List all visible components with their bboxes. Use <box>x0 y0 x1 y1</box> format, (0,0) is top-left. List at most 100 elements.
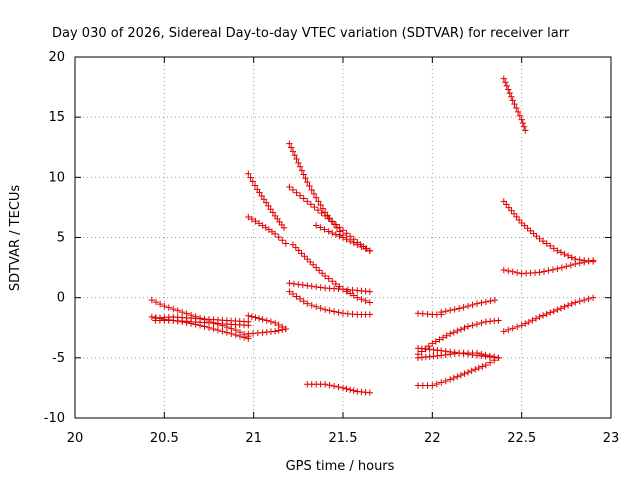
data-point <box>495 317 502 324</box>
data-point <box>329 229 336 237</box>
data-point <box>343 230 350 237</box>
data-point <box>568 300 575 308</box>
data-point <box>313 303 320 310</box>
data-point <box>564 252 572 259</box>
data-point <box>514 323 521 331</box>
data-point <box>543 310 550 318</box>
series-arc-23 <box>500 198 597 265</box>
data-point <box>313 222 320 229</box>
data-point <box>291 151 298 159</box>
data-point <box>433 380 440 388</box>
series-arc-25 <box>500 294 597 335</box>
y-tick-label: 15 <box>48 110 65 125</box>
data-point <box>301 253 308 260</box>
data-point <box>339 384 347 392</box>
data-point <box>432 338 440 345</box>
data-point <box>245 318 252 325</box>
data-point <box>509 325 516 332</box>
data-point <box>321 381 329 388</box>
data-point <box>339 234 347 241</box>
data-point <box>450 329 457 336</box>
data-point <box>514 108 522 116</box>
data-point <box>332 280 340 288</box>
data-point <box>558 264 566 271</box>
x-tick-label: 22 <box>424 431 441 446</box>
data-point <box>271 319 279 327</box>
data-point <box>475 364 482 372</box>
data-point <box>554 306 561 313</box>
data-point <box>240 334 248 341</box>
data-point <box>256 189 263 196</box>
data-point <box>500 266 507 274</box>
data-point <box>511 100 518 108</box>
data-point <box>336 228 344 235</box>
data-point <box>329 218 336 225</box>
data-point <box>210 325 217 333</box>
data-point <box>525 318 533 326</box>
data-point <box>482 361 490 369</box>
data-point <box>358 296 365 303</box>
data-point <box>321 272 329 280</box>
data-point <box>267 318 275 325</box>
data-point <box>514 269 521 276</box>
series-arc-13 <box>286 280 373 295</box>
data-point <box>279 323 286 331</box>
data-point <box>321 226 328 233</box>
data-point <box>251 182 259 189</box>
data-point <box>536 235 543 242</box>
data-point <box>547 242 554 250</box>
series-arc-11 <box>313 222 373 254</box>
data-point <box>513 104 520 112</box>
data-point <box>300 171 307 178</box>
data-point <box>479 363 486 370</box>
data-point <box>326 382 333 389</box>
data-point <box>567 261 574 269</box>
data-point <box>148 296 156 304</box>
data-point <box>464 302 472 310</box>
y-tick-label: 5 <box>57 231 65 246</box>
data-point <box>275 321 282 329</box>
data-point <box>317 284 324 291</box>
data-point <box>457 371 465 379</box>
data-point <box>313 283 320 291</box>
data-point <box>576 298 583 305</box>
data-point <box>258 192 265 200</box>
data-point <box>581 296 588 304</box>
data-point <box>335 309 342 316</box>
data-point <box>473 349 481 357</box>
data-point <box>362 245 369 252</box>
data-point <box>245 213 252 221</box>
data-point <box>438 352 445 359</box>
data-point <box>271 230 279 238</box>
data-point <box>255 315 263 322</box>
x-tick-label: 22.5 <box>507 431 536 446</box>
data-point <box>271 328 279 335</box>
data-point <box>289 241 297 248</box>
data-point <box>289 290 297 298</box>
data-point <box>343 385 350 393</box>
data-point <box>332 221 340 228</box>
plot-frame <box>74 56 612 419</box>
data-point <box>232 331 239 339</box>
data-point <box>487 297 494 305</box>
data-point <box>457 326 465 333</box>
data-point <box>255 220 263 227</box>
data-point <box>296 163 304 170</box>
data-point <box>451 350 458 357</box>
data-point <box>447 307 454 314</box>
data-point <box>170 305 177 313</box>
data-point <box>223 329 231 336</box>
data-point <box>469 301 476 309</box>
data-point <box>286 288 293 295</box>
data-point <box>308 301 315 309</box>
data-point <box>557 305 565 312</box>
data-point <box>329 278 336 285</box>
data-point <box>455 305 463 312</box>
data-point <box>148 313 156 321</box>
data-point <box>275 327 282 334</box>
data-point <box>315 198 322 205</box>
data-point <box>447 351 454 358</box>
data-point <box>325 215 332 222</box>
data-point <box>293 189 300 196</box>
data-point <box>442 377 449 385</box>
